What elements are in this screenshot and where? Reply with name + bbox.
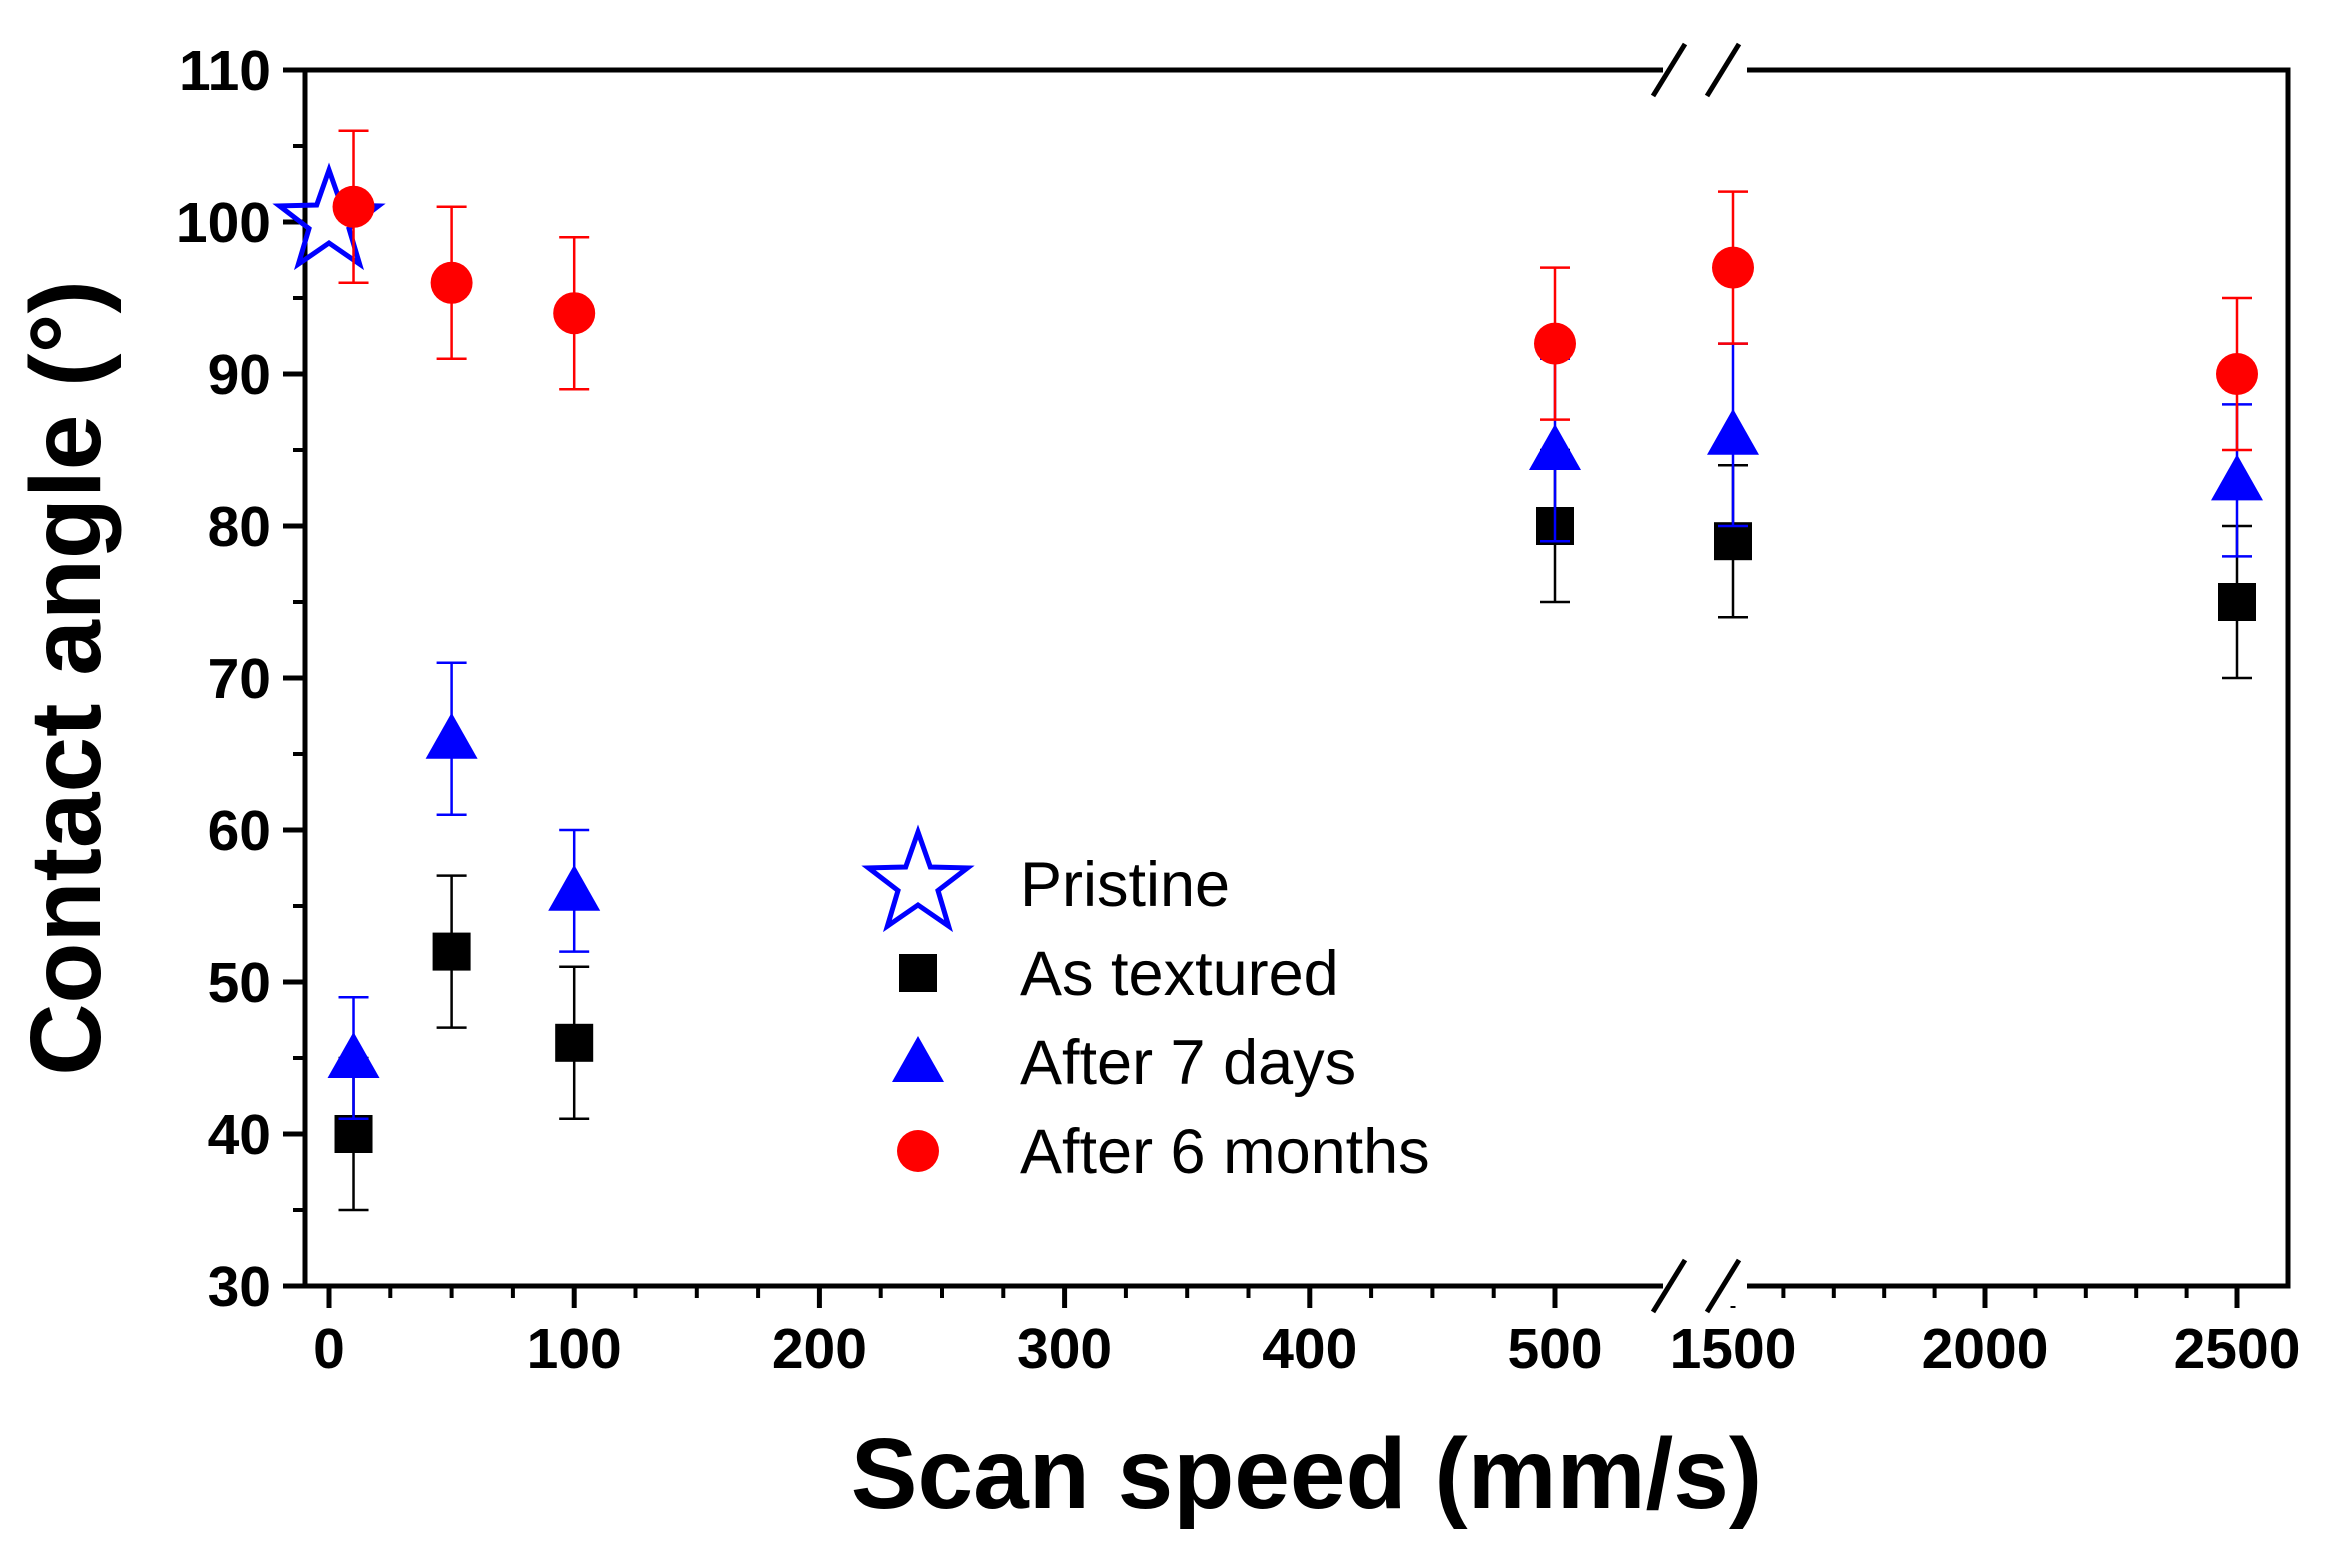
legend-marker-after-7-days	[892, 1036, 944, 1082]
data-point	[2211, 454, 2263, 501]
x-tick-label: 200	[772, 1317, 867, 1381]
data-point	[1712, 246, 1754, 289]
data-point	[425, 712, 478, 759]
y-tick-label: 90	[208, 343, 271, 407]
break-slash	[1704, 42, 1742, 98]
series-after-7-days	[327, 342, 2263, 1121]
data-point	[2216, 353, 2258, 395]
y-axis: 30 40 50 60 70 80 90 100 110	[176, 39, 305, 1319]
x-tick-label: 500	[1507, 1317, 1602, 1381]
legend-label-after-7-days: After 7 days	[1020, 1028, 1356, 1098]
x-tick-label: 2000	[1922, 1317, 2049, 1381]
x-axis: 0 100 200 300 400 500 1500 2000 2500	[313, 1286, 2300, 1381]
y-tick-label: 60	[208, 799, 271, 863]
legend-label-as-textured: As textured	[1020, 939, 1339, 1009]
data-point	[2218, 583, 2256, 621]
x-axis-title: Scan speed (mm/s)	[851, 1418, 1762, 1530]
series-after-6-months	[332, 129, 2258, 452]
plot-border	[302, 67, 2291, 1289]
break-slash	[1704, 1258, 1742, 1314]
data-point	[334, 1115, 373, 1153]
data-point	[332, 185, 375, 228]
x-tick-label: 400	[1262, 1317, 1357, 1381]
y-tick-label: 110	[179, 39, 271, 103]
y-tick-label: 80	[208, 495, 271, 559]
data-point	[553, 292, 596, 335]
legend-marker-as-textured	[899, 954, 937, 992]
data-point	[1534, 322, 1576, 365]
data-point	[1529, 424, 1581, 470]
break-slash	[1650, 1258, 1688, 1314]
axis-break	[1650, 42, 1747, 1314]
y-tick-label: 40	[208, 1103, 271, 1167]
x-tick-label: 300	[1017, 1317, 1112, 1381]
data-point	[432, 932, 471, 971]
legend: Pristine As textured After 7 days After 6 m…	[861, 824, 1430, 1187]
y-tick-label: 30	[208, 1255, 271, 1319]
y-tick-label: 70	[208, 647, 271, 711]
y-tick-label: 100	[176, 191, 271, 255]
data-point	[1707, 408, 1759, 455]
y-tick-label: 50	[208, 951, 271, 1015]
data-point	[1714, 522, 1752, 561]
series-layer	[272, 129, 2263, 1212]
data-point	[327, 1032, 380, 1078]
plot-frame	[302, 67, 2291, 1289]
x-tick-label: 100	[527, 1317, 622, 1381]
y-axis-title: Contact angle (°)	[10, 280, 122, 1076]
x-tick-label: 1500	[1670, 1317, 1797, 1381]
data-point	[555, 1023, 594, 1062]
data-point	[430, 261, 473, 304]
legend-label-pristine: Pristine	[1020, 850, 1230, 920]
legend-label-after-6-months: After 6 months	[1020, 1117, 1430, 1187]
legend-marker-pristine	[861, 824, 975, 933]
break-slash	[1650, 42, 1688, 98]
legend-marker-after-6-months	[897, 1130, 939, 1172]
data-point	[548, 864, 601, 911]
x-tick-label: 0	[313, 1317, 345, 1381]
x-tick-label: 2500	[2174, 1317, 2301, 1381]
